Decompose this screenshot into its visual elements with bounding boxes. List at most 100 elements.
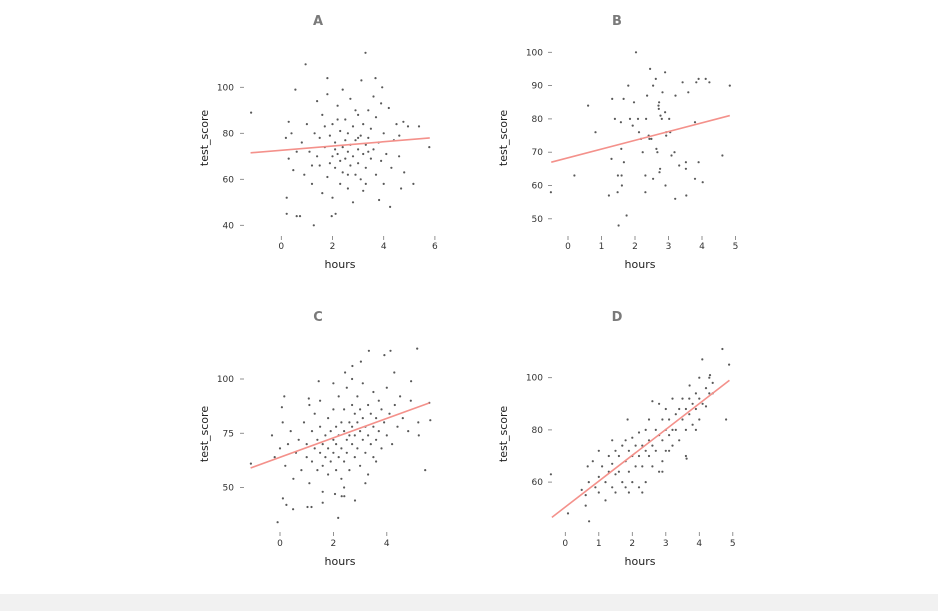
data-point — [329, 430, 332, 433]
y-tick-label: 100 — [526, 374, 543, 384]
data-point — [367, 109, 370, 112]
data-point — [698, 397, 701, 400]
data-point — [390, 166, 393, 169]
y-tick-label: 100 — [217, 375, 234, 385]
data-point — [644, 449, 647, 452]
data-point — [701, 181, 704, 184]
data-point — [356, 421, 359, 424]
data-point — [321, 490, 324, 493]
data-point — [627, 449, 631, 452]
y-tick-label: 50 — [223, 484, 235, 494]
data-point — [295, 150, 298, 153]
data-point — [684, 167, 688, 170]
data-point — [674, 94, 677, 97]
data-point — [364, 166, 367, 169]
y-tick-label: 90 — [532, 82, 544, 92]
data-point — [417, 434, 420, 437]
data-point — [297, 438, 300, 441]
data-point — [334, 166, 337, 169]
data-point — [380, 447, 383, 450]
data-point — [704, 405, 708, 408]
data-point — [367, 349, 370, 352]
data-point — [678, 407, 681, 411]
data-point — [353, 499, 357, 502]
data-point — [708, 374, 712, 377]
data-point — [334, 148, 337, 151]
data-point — [385, 434, 388, 437]
points — [549, 347, 731, 523]
data-point — [346, 132, 349, 135]
data-point — [652, 84, 655, 87]
data-point — [316, 155, 319, 158]
data-point — [648, 137, 651, 140]
data-point — [399, 395, 402, 398]
data-point — [688, 397, 691, 400]
data-point — [604, 481, 607, 484]
data-point — [336, 152, 339, 156]
data-point — [287, 120, 290, 123]
data-point — [597, 491, 600, 494]
data-point — [704, 387, 708, 390]
data-point — [351, 403, 354, 407]
x-tick-label: 1 — [599, 242, 605, 252]
data-point — [310, 505, 313, 509]
data-point — [281, 421, 284, 424]
data-point — [316, 438, 319, 441]
data-point — [343, 408, 346, 411]
data-point — [407, 430, 410, 433]
data-point — [353, 434, 356, 437]
data-point — [303, 173, 306, 176]
data-point — [329, 460, 332, 463]
data-point — [622, 161, 626, 164]
panel-c: C 50 75 100 0 2 4 hours test_score — [198, 310, 432, 568]
data-point — [359, 430, 362, 433]
y-axis-label: test_score — [198, 110, 211, 166]
data-point — [684, 428, 688, 431]
data-point — [341, 171, 344, 174]
data-point — [380, 159, 383, 162]
data-point — [610, 157, 613, 160]
data-point — [549, 191, 553, 194]
data-point — [673, 151, 676, 154]
data-point — [398, 134, 401, 137]
data-point — [429, 419, 432, 422]
y-tick-label: 75 — [223, 429, 234, 439]
data-point — [374, 77, 377, 80]
data-point — [308, 150, 311, 153]
x-tick-label: 4 — [381, 242, 387, 252]
x-tick-label: 2 — [331, 539, 337, 549]
data-point — [622, 97, 625, 100]
data-point — [343, 486, 346, 489]
data-point — [339, 182, 342, 185]
data-point — [310, 164, 314, 167]
data-point — [620, 184, 624, 187]
data-point — [281, 497, 284, 500]
data-point — [364, 182, 367, 185]
regression-line — [551, 114, 731, 163]
data-point — [655, 147, 658, 150]
data-point — [385, 386, 388, 389]
data-point — [380, 408, 383, 411]
data-point — [353, 456, 356, 459]
panel-b: B 50 60 70 80 90 100 0 1 2 3 4 5 hours test_score — [497, 14, 738, 271]
x-tick-label: 4 — [696, 539, 702, 549]
data-point — [594, 486, 597, 489]
data-point — [637, 486, 641, 489]
data-point — [631, 436, 634, 439]
data-point — [334, 212, 337, 215]
data-point — [249, 462, 252, 465]
data-point — [318, 164, 321, 167]
data-point — [620, 174, 623, 177]
data-point — [321, 443, 324, 446]
data-point — [597, 475, 600, 478]
data-point — [416, 347, 419, 350]
data-point — [324, 456, 327, 459]
data-point — [604, 499, 607, 502]
data-point — [375, 417, 378, 420]
data-point — [336, 118, 339, 121]
data-point — [656, 151, 659, 154]
data-point — [668, 418, 671, 421]
data-point — [611, 97, 614, 100]
data-point — [728, 84, 731, 87]
data-point — [424, 469, 427, 472]
